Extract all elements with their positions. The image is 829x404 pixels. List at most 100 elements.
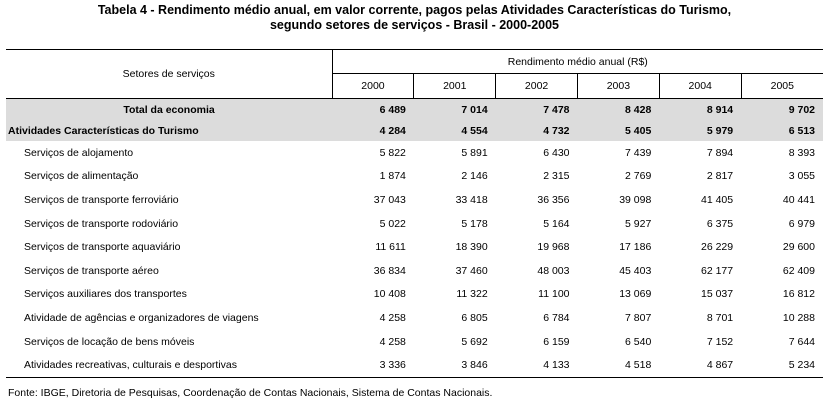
cell-value: 7 894 [706, 146, 734, 159]
table-row: Atividade de agências e organizadores de… [6, 306, 823, 330]
table-row: Serviços de alimentação 1 874 2 146 2 31… [6, 165, 823, 189]
cell-value: 4 258 [379, 335, 406, 348]
cell-value: 5 891 [461, 146, 488, 159]
cell-value: 2 769 [625, 170, 652, 183]
table-row: Serviços de transporte aquaviário 11 611… [6, 235, 823, 259]
cell-value: 2 146 [461, 170, 488, 183]
cell-value: 36 356 [537, 193, 570, 206]
cell-value: 4 732 [495, 120, 578, 141]
cell-value: 8 428 [577, 98, 660, 120]
row-label: Serviços de alimentação [24, 170, 139, 183]
cell-value: 4 518 [577, 353, 660, 378]
cell-value: 4 867 [659, 353, 742, 378]
row-label: Atividades Características do Turismo [6, 120, 333, 141]
year-header: 2001 [413, 73, 497, 99]
year-header: 2002 [495, 73, 578, 99]
year-header: 2005 [741, 73, 823, 99]
table-row: Serviços de transporte ferroviário 37 04… [6, 188, 823, 212]
cell-value: 6 375 [706, 217, 734, 230]
table-title-line-2: segundo setores de serviços - Brasil - 2… [269, 18, 560, 32]
source-note: Fonte: IBGE, Diretoria de Pesquisas, Coo… [8, 387, 493, 399]
cell-value: 15 037 [701, 288, 734, 301]
cell-value: 41 405 [701, 193, 734, 206]
year-header: 2003 [577, 73, 660, 99]
cell-value: 6 489 [332, 98, 414, 120]
row-label: Serviços de transporte ferroviário [24, 193, 179, 206]
income-group-header: Rendimento médio anual (R$) [332, 49, 823, 74]
row-label: Serviços de locação de bens móveis [24, 335, 195, 348]
cell-value: 62 177 [701, 264, 734, 277]
cell-value: 4 133 [495, 353, 578, 378]
cell-value: 7 478 [495, 98, 578, 120]
cell-value: 9 702 [741, 98, 823, 120]
cell-value: 4 258 [379, 311, 406, 324]
cell-value: 6 805 [461, 311, 488, 324]
row-label: Total da economia [6, 98, 333, 120]
cell-value: 6 540 [625, 335, 652, 348]
cell-value: 39 098 [619, 193, 652, 206]
row-label: Serviços auxiliares dos transportes [24, 288, 187, 301]
cell-value: 16 812 [782, 288, 815, 301]
cell-value: 40 441 [782, 193, 815, 206]
row-label: Serviços de transporte aquaviário [24, 241, 181, 254]
cell-value: 6 979 [788, 217, 815, 230]
cell-value: 8 393 [788, 146, 815, 159]
cell-value: 11 611 [375, 241, 406, 254]
table-row: Serviços de transporte aéreo 36 834 37 4… [6, 259, 823, 283]
cell-value: 26 229 [701, 241, 734, 254]
cell-value: 7 152 [706, 335, 734, 348]
cell-value: 7 644 [788, 335, 815, 348]
cell-value: 37 460 [455, 264, 488, 277]
table-row: Serviços auxiliares dos transportes 10 4… [6, 283, 823, 307]
cell-value: 6 784 [543, 311, 570, 324]
cell-value: 5 927 [625, 217, 652, 230]
cell-value: 45 403 [619, 264, 652, 277]
cell-value: 6 513 [741, 120, 823, 141]
table-row: Serviços de alojamento 5 822 5 891 6 430… [6, 141, 823, 165]
cell-value: 1 874 [379, 170, 406, 183]
cell-value: 17 186 [619, 241, 652, 254]
year-header: 2004 [659, 73, 742, 99]
row-label: Serviços de alojamento [24, 146, 134, 159]
cell-value: 18 390 [455, 241, 488, 254]
table-row: Serviços de locação de bens móveis 4 258… [6, 330, 823, 354]
tourism-activities-row: Atividades Características do Turismo 4 … [6, 120, 823, 141]
cell-value: 6 430 [543, 146, 570, 159]
cell-value: 8 914 [659, 98, 742, 120]
cell-value: 2 817 [706, 170, 734, 183]
cell-value: 4 554 [413, 120, 496, 141]
table-title: Tabela 4 - Rendimento médio anual, em va… [0, 3, 829, 33]
cell-value: 13 069 [619, 288, 652, 301]
cell-value: 7 807 [625, 311, 652, 324]
cell-value: 5 979 [659, 120, 742, 141]
cell-value: 3 846 [413, 353, 496, 378]
cell-value: 2 315 [543, 170, 570, 183]
row-label: Serviços de transporte rodoviário [24, 217, 179, 230]
row-label: Serviços de transporte aéreo [24, 264, 159, 277]
table-row: Atividades recreativas, culturais e desp… [6, 353, 823, 378]
cell-value: 3 336 [332, 353, 414, 378]
cell-value: 5 692 [461, 335, 488, 348]
cell-value: 5 022 [379, 217, 406, 230]
table-title-line-1: Tabela 4 - Rendimento médio anual, em va… [97, 3, 732, 17]
row-label: Atividades recreativas, culturais e desp… [6, 353, 333, 378]
table-row: Serviços de transporte rodoviário 5 022 … [6, 212, 823, 236]
cell-value: 62 409 [782, 264, 815, 277]
cell-value: 5 822 [379, 146, 406, 159]
cell-value: 10 288 [782, 311, 815, 324]
cell-value: 29 600 [782, 241, 815, 254]
cell-value: 5 405 [577, 120, 660, 141]
cell-value: 5 164 [543, 217, 570, 230]
cell-value: 7 014 [413, 98, 496, 120]
total-row: Total da economia 6 489 7 014 7 478 8 42… [6, 98, 823, 120]
cell-value: 11 322 [456, 288, 488, 301]
cell-value: 36 834 [373, 264, 406, 277]
cell-value: 3 055 [788, 170, 815, 183]
row-label: Atividade de agências e organizadores de… [24, 311, 259, 324]
cell-value: 37 043 [373, 193, 406, 206]
cell-value: 19 968 [537, 241, 570, 254]
cell-value: 5 234 [741, 353, 823, 378]
year-header: 2000 [332, 73, 415, 99]
cell-value: 11 100 [538, 288, 570, 301]
cell-value: 7 439 [625, 146, 652, 159]
